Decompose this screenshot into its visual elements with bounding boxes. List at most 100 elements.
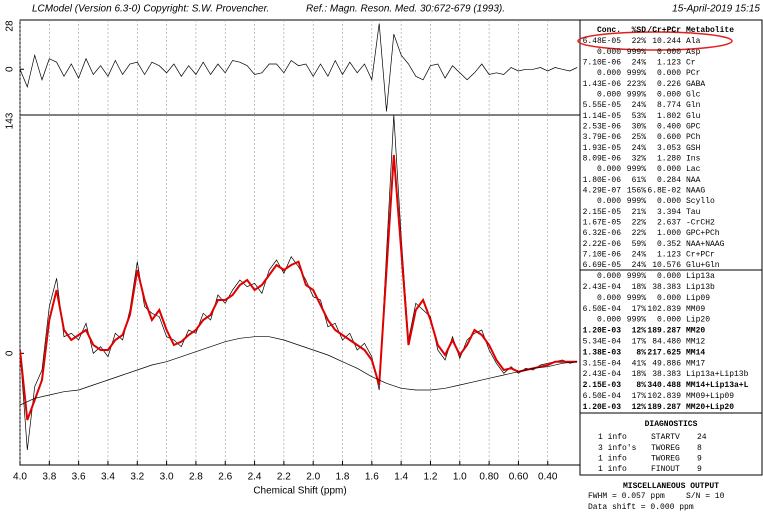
table-cell: 10.244 — [652, 37, 681, 46]
table-cell: GPC — [686, 122, 701, 131]
table-cell: Lac — [686, 165, 701, 174]
table-cell: 2.22E-06 — [583, 240, 622, 249]
table-cell: 24% — [632, 261, 647, 270]
table-cell: Glc — [686, 90, 701, 99]
table-cell: 999% — [627, 316, 646, 325]
table-cell: 3.15E-04 — [583, 359, 622, 368]
table-cell: MM12 — [686, 338, 705, 347]
x-tick-label: 2.2 — [277, 472, 291, 483]
spectrum-line — [20, 23, 578, 112]
table-cell: 6.48E-05 — [583, 37, 622, 46]
diagnostics-cell: STARTV — [651, 433, 680, 442]
table-cell: Lip13a+Lip13b — [686, 370, 749, 379]
table-cell: MM09+Lip09 — [686, 392, 734, 401]
table-cell: 6.69E-05 — [583, 261, 622, 270]
table-cell: GSH — [686, 144, 701, 153]
table-cell: 0.352 — [657, 240, 681, 249]
table-cell: 41% — [632, 359, 647, 368]
spectrum-line — [20, 154, 578, 421]
table-cell: NAAG — [686, 186, 705, 195]
table-cell: Lip13a — [686, 272, 715, 281]
x-axis-label: Chemical Shift (ppm) — [253, 486, 346, 497]
table-cell: Lip20 — [686, 316, 710, 325]
table-cell: MM14+Lip13a+L — [686, 381, 749, 390]
table-cell: 6.8E-02 — [647, 186, 681, 195]
table-header: /Cr+PCr — [647, 26, 681, 35]
table-cell: 1.20E-03 — [583, 327, 622, 336]
table-cell: 17% — [632, 392, 647, 401]
table-cell: Asp — [686, 48, 701, 57]
table-cell: 999% — [627, 90, 646, 99]
diagnostics-cell: TWOREG — [651, 444, 680, 453]
header-left: LCModel (Version 6.3-0) Copyright: S.W. … — [32, 4, 269, 15]
table-header: %SD — [632, 26, 647, 35]
table-cell: 59% — [632, 240, 647, 249]
table-cell: 2.15E-03 — [583, 381, 622, 390]
table-cell: MM14 — [686, 348, 705, 357]
table-cell: 7.10E-06 — [583, 251, 622, 260]
header-date: 15-April-2019 15:15 — [672, 4, 760, 15]
table-cell: 2.43E-04 — [583, 370, 622, 379]
table-cell: 3.79E-06 — [583, 133, 622, 142]
table-cell: 1.43E-06 — [583, 80, 622, 89]
table-cell: 0.000 — [657, 272, 681, 281]
table-cell: 0.000 — [597, 69, 621, 78]
table-cell: 25% — [632, 133, 647, 142]
table-cell: NAA+NAAG — [686, 240, 725, 249]
table-cell: 0.226 — [657, 80, 681, 89]
table-cell: 0.000 — [657, 165, 681, 174]
table-cell: 38.383 — [652, 283, 681, 292]
table-cell: 10.576 — [652, 261, 681, 270]
table-cell: 21% — [632, 208, 647, 217]
diagnostics-cell: 9 — [697, 455, 702, 464]
plot-frame — [19, 19, 581, 466]
table-cell: 0.000 — [657, 197, 681, 206]
x-tick-label: 2.6 — [218, 472, 232, 483]
table-cell: 2.637 — [657, 218, 681, 227]
table-cell: 24% — [632, 101, 647, 110]
table-cell: 999% — [627, 69, 646, 78]
x-tick-label: 3.0 — [160, 472, 174, 483]
diagnostics-cell: 3 info's — [598, 444, 637, 453]
y-tick-label: 28 — [5, 20, 16, 32]
x-tick-label: 3.2 — [130, 472, 144, 483]
table-cell: 0.000 — [597, 316, 621, 325]
table-cell: 22% — [632, 229, 647, 238]
diagnostics-cell: 9 — [697, 465, 702, 474]
table-cell: 24% — [632, 58, 647, 67]
diagnostics-cell: 1 info — [598, 465, 627, 474]
table-cell: 18% — [632, 283, 647, 292]
x-tick-label: 0.60 — [509, 472, 529, 483]
misc-shift: Data shift = 0.000 ppm — [588, 503, 694, 512]
x-tick-label: 2.4 — [248, 472, 262, 483]
table-cell: Glu+Gln — [686, 261, 720, 270]
table-cell: 12% — [632, 327, 647, 336]
x-tick-label: 1.6 — [365, 472, 379, 483]
table-cell: NAA — [686, 176, 701, 185]
table-cell: MM20+Lip20 — [686, 403, 734, 412]
table-cell: 5.34E-04 — [583, 338, 622, 347]
table-cell: Scyllo — [686, 197, 715, 206]
diagnostics-cell: 8 — [697, 444, 702, 453]
table-cell: 1.123 — [657, 251, 681, 260]
diagnostics-cell: TWOREG — [651, 455, 680, 464]
x-tick-label: 2.8 — [189, 472, 203, 483]
spectrum-line — [20, 115, 578, 451]
table-cell: 6.50E-04 — [583, 305, 622, 314]
table-cell: 1.67E-05 — [583, 218, 622, 227]
table-cell: 0.284 — [657, 176, 681, 185]
x-tick-label: 0.80 — [479, 472, 499, 483]
table-cell: 8% — [636, 348, 646, 357]
table-cell: 0.000 — [597, 48, 621, 57]
x-tick-label: 0.40 — [538, 472, 558, 483]
table-cell: 0.000 — [597, 90, 621, 99]
table-cell: Ala — [686, 37, 701, 46]
table-cell: 24% — [632, 251, 647, 260]
misc-sn: S/N = 10 — [686, 492, 725, 501]
table-cell: 84.480 — [652, 338, 681, 347]
y-tick-label: 143 — [5, 112, 16, 129]
table-cell: Ins — [686, 154, 701, 163]
x-tick-label: 1.4 — [394, 472, 408, 483]
table-cell: Glu — [686, 112, 701, 121]
